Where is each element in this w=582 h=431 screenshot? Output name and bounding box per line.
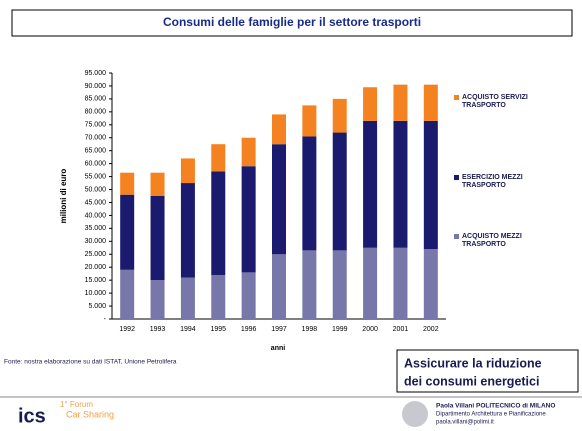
x-tick-label: 1995 [210,326,226,333]
bar-segment [423,84,438,121]
forum: 1° Forum [60,400,93,409]
y-tick-label: 75.000 [85,122,107,129]
y-tick-label: 10.000 [85,290,107,297]
legend-label: ACQUISTO SERVIZI TRASPORTO [462,94,528,109]
legend-swatch [454,234,459,239]
x-tick-label: 1998 [302,326,318,333]
x-tick-label: 1996 [241,326,257,333]
bar-segment [150,196,165,281]
legend-swatch [454,95,459,100]
callout-box [396,349,579,393]
bar-segment [150,172,165,196]
y-tick-label: 85.000 [85,96,107,103]
bar-segment [393,84,408,121]
x-tick-label: 1993 [150,326,166,333]
department: Dipartimento Architettura e Pianificazio… [436,412,546,418]
bar-segment [180,183,195,278]
logo-seal [402,401,428,427]
bar-segment [272,114,286,145]
y-tick-label: 90.000 [85,83,107,90]
y-tick-label: 25.000 [85,251,107,258]
x-tick-label: 1994 [180,326,196,333]
bar-segment [363,87,378,121]
y-tick-label: 55.000 [85,173,107,180]
bar-segment [241,272,256,319]
bar-segment [423,249,438,319]
bar-segment [180,158,195,184]
chart-title: Consumi delle famiglie per il settore tr… [163,15,421,29]
y-tick-label: 70.000 [85,135,107,142]
y-axis-label: milioni di euro [59,169,68,224]
y-tick-label: 35.000 [85,225,107,232]
bar-segment [150,280,165,319]
x-tick-label: 2001 [393,326,409,333]
y-tick-label: - [104,316,107,323]
bar-segment [302,105,317,137]
x-tick-label: 1992 [119,326,135,333]
bar-segment [363,120,378,248]
legend-swatch [454,175,459,180]
bar-segment [302,136,317,251]
bar-segment [272,254,286,319]
bar-segment [332,98,347,133]
y-tick-label: 15.000 [85,277,107,284]
legend-label: ACQUISTO MEZZI TRASPORTO [462,233,522,248]
y-tick-label: 60.000 [85,160,107,167]
y-tick-label: 95.000 [85,70,107,77]
author: Paola Villani POLITECNICO di MILANO [436,403,555,410]
callout: Assicurare la riduzione [404,356,542,370]
x-tick-label: 1997 [271,326,287,333]
bar-segment [241,137,256,167]
bar-segment [302,250,317,319]
y-tick-label: 20.000 [85,264,107,271]
y-tick-label: 40.000 [85,212,107,219]
email: paola.villani@polimi.it [436,420,494,426]
bar-segment [272,144,286,255]
x-tick-label: 2000 [362,326,378,333]
x-axis-label: anni [271,345,285,352]
title-box [11,9,573,37]
bar-segment [363,247,378,319]
forum: Car Sharing [66,409,114,419]
bar-segment [120,172,135,195]
y-tick-label: 5.000 [88,303,106,310]
bar-segment [211,274,226,319]
y-tick-label: 65.000 [85,148,107,155]
bar-segment [211,144,226,172]
bar-segment [241,166,256,273]
bar-segment [120,194,135,270]
bar-segment [180,277,195,319]
bar-segment [211,171,226,275]
bar-segment [332,132,347,251]
source: Fonte: nostra elaborazione su dati ISTAT… [4,359,177,366]
callout: dei consumi energetici [404,374,539,388]
bar-segment [393,247,408,319]
bar-segment [332,250,347,319]
bar-segment [423,120,438,250]
bar-segment [120,269,135,319]
logo: ics [18,405,46,427]
y-tick-label: 50.000 [85,186,107,193]
y-tick-label: 80.000 [85,109,107,116]
x-tick-label: 1999 [332,326,348,333]
y-tick-label: 45.000 [85,199,107,206]
bar-segment [393,120,408,248]
y-tick-label: 30.000 [85,238,107,245]
x-tick-label: 2002 [423,326,439,333]
legend-label: ESERCIZIO MEZZI TRASPORTO [462,174,523,189]
